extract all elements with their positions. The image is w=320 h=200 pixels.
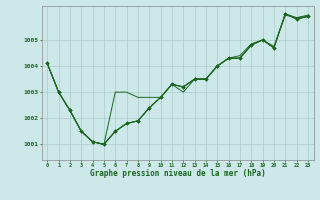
X-axis label: Graphe pression niveau de la mer (hPa): Graphe pression niveau de la mer (hPa) xyxy=(90,169,266,178)
